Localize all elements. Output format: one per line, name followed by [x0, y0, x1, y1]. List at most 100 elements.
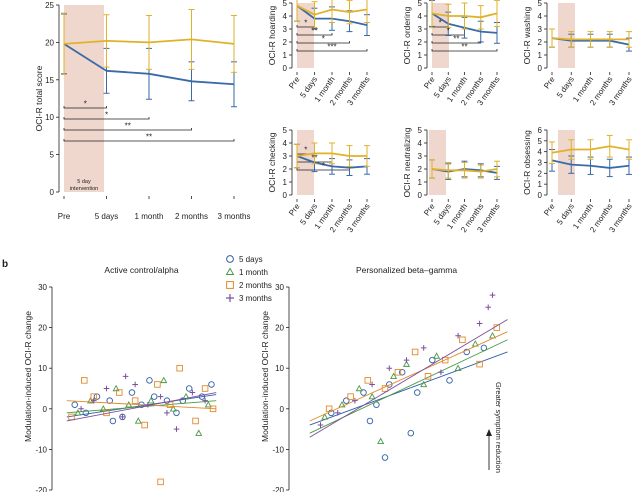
scatter-point [325, 405, 333, 413]
legend: 5 days 1 month 2 months 3 months [225, 255, 272, 303]
series-1 [429, 159, 500, 179]
scatter-point [407, 429, 415, 437]
x-tick-label: Pre [287, 75, 302, 91]
series-1 [294, 0, 370, 29]
scatter-point [368, 392, 376, 400]
scatter-point [488, 331, 497, 339]
x-tick-label: 3 months [218, 212, 251, 221]
x-tick-label: Pre [422, 202, 437, 218]
regression-line [66, 400, 217, 410]
legend-square-icon [226, 281, 234, 289]
y-axis-label: OCI-R obsessing [522, 130, 532, 195]
y-tick-label: 5 [418, 0, 423, 8]
scatter-point [157, 393, 164, 400]
significance-label: * [105, 111, 108, 120]
y-tick-label: 4 [283, 139, 288, 148]
intervention-shade [429, 130, 446, 195]
y-tick-label: 1 [418, 51, 423, 60]
y-tick-label: 1 [283, 51, 288, 60]
y-tick-label: 0 [280, 405, 285, 414]
y-tick-label: 0 [538, 64, 543, 73]
y-tick-label: 2 [538, 169, 543, 178]
y-tick-label: 2 [283, 38, 288, 47]
line-chart-washing [549, 28, 632, 52]
significance-label: ** [311, 154, 317, 163]
scatter-point [134, 417, 142, 424]
scatter-point [463, 348, 470, 356]
y-tick-label: 1 [538, 180, 543, 189]
scatter-point [192, 417, 199, 425]
legend-item-3months: 3 months [226, 294, 272, 303]
scatter-point [74, 409, 82, 416]
scatter-point [173, 426, 180, 432]
scatter-point [201, 385, 209, 392]
legend-plus-icon [226, 294, 234, 302]
y-tick-label: 6 [538, 126, 543, 135]
scatter-point [433, 352, 441, 359]
significance-label: ** [461, 43, 467, 52]
scatter-point [386, 365, 393, 371]
y-tick-label: 3 [418, 25, 423, 34]
scatter-point [352, 397, 358, 404]
x-tick-label: Pre [542, 75, 557, 91]
y-tick-label: 5 [418, 126, 423, 135]
arrowhead-icon [486, 429, 492, 436]
intervention-shade [297, 130, 314, 195]
significance-label: *** [327, 43, 336, 52]
greater-symptom-reduction-annotation: Greater symptom reduction [486, 382, 503, 473]
scatter-point [150, 393, 158, 400]
y-axis-label: Modulation-induced OCI-R change [260, 311, 270, 442]
scatter-point [429, 356, 436, 364]
scatter-point [173, 409, 180, 417]
scatter-point [81, 377, 88, 384]
y-tick-label: 25 [45, 1, 54, 10]
y-tick-label: 4 [538, 12, 543, 21]
legend-item-1month: 1 month [225, 267, 268, 277]
y-tick-label: 20 [45, 38, 54, 47]
legend-label: 1 month [239, 268, 268, 277]
scatter-point [459, 336, 466, 344]
scatter-point [160, 376, 168, 384]
scatter-point [202, 397, 208, 404]
legend-item-5days: 5 days [226, 255, 263, 264]
significance-label: * [304, 146, 307, 155]
series-1 [549, 134, 632, 165]
legend-label: 3 months [239, 294, 272, 303]
y-tick-label: -10 [35, 445, 47, 454]
scatter-point [182, 392, 190, 400]
significance-bracket [296, 49, 368, 52]
scatter-point [132, 381, 138, 388]
scatter-point [131, 397, 139, 404]
x-tick-label: 2 months [175, 212, 208, 221]
y-tick-label: 4 [418, 139, 423, 148]
y-tick-label: 4 [538, 148, 543, 157]
x-tick-label: Pre [542, 202, 557, 218]
y-tick-label: 30 [275, 283, 284, 292]
marks-layer [61, 0, 632, 486]
y-axis-label: OCI-R neutralizing [402, 127, 412, 197]
y-tick-label: 0 [418, 64, 423, 73]
line-chart-neutralizing [429, 159, 500, 180]
scatter-point [103, 385, 110, 392]
scatter-point [343, 397, 350, 404]
intervention-shade [64, 5, 104, 192]
chart-title: Active control/alpha [104, 265, 178, 275]
scatter-point [115, 389, 123, 396]
panel-b-label: b [2, 259, 8, 270]
significance-bracket [296, 33, 333, 36]
regression-line [309, 351, 508, 426]
scatter-chart-scatter_control [66, 364, 217, 486]
intervention-label: 5 day intervention [70, 179, 98, 192]
scatter-point [398, 369, 406, 376]
significance-label: ** [146, 133, 152, 142]
series-1 [549, 28, 632, 48]
scatter-point [164, 410, 170, 416]
scatter-point [414, 389, 421, 396]
x-tick-label: Pre [422, 75, 437, 91]
y-tick-label: 0 [538, 191, 543, 200]
scatter-point [420, 380, 428, 388]
y-tick-label: 4 [418, 12, 423, 21]
y-tick-label: 2 [538, 38, 543, 47]
y-axis-label: OCI-R washing [522, 6, 532, 64]
line-chart-total [61, 8, 237, 108]
